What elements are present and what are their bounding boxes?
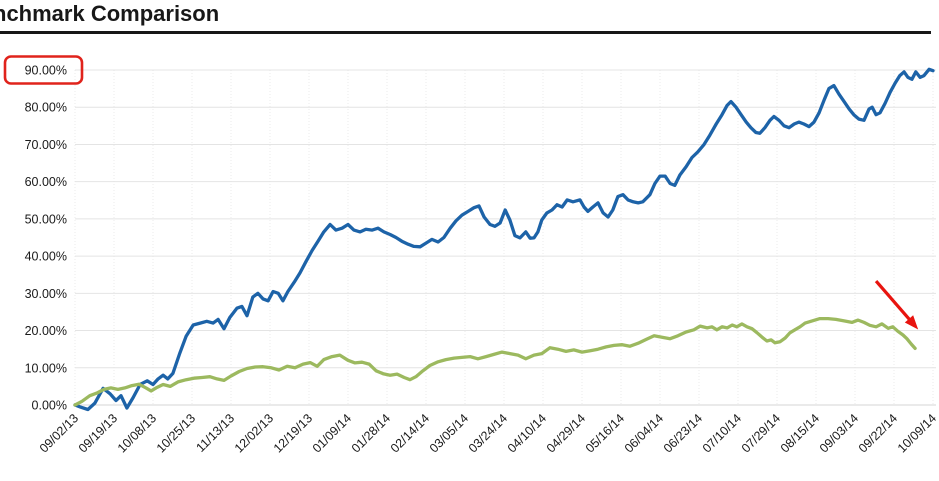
x-axis-tick-label: 02/14/14	[388, 411, 432, 455]
y-axis-tick-label: 90.00%	[25, 64, 67, 78]
annotation-arrow-shaft	[874, 279, 912, 322]
x-axis-tick-label: 09/03/14	[817, 411, 861, 455]
x-axis-tick-label: 05/16/14	[583, 411, 627, 455]
y-axis-tick-label: 50.00%	[25, 212, 67, 226]
x-axis-tick-label: 09/19/13	[76, 411, 120, 455]
y-axis-tick-label: 40.00%	[25, 250, 67, 264]
x-axis-tick-label: 10/25/13	[154, 411, 198, 455]
y-axis-tick-label: 0.00%	[32, 399, 67, 413]
y-axis-tick-label: 30.00%	[25, 287, 67, 301]
page-title: nchmark Comparison	[0, 1, 220, 26]
y-axis-tick-label: 80.00%	[25, 101, 67, 115]
x-axis-tick-label: 08/15/14	[778, 411, 822, 455]
y-axis-highlight-box	[3, 55, 84, 85]
x-axis-tick-label: 10/09/14	[895, 411, 939, 455]
x-axis-tick-label: 06/04/14	[622, 411, 666, 455]
green-series-line	[73, 316, 917, 407]
x-axis-tick-label: 03/24/14	[466, 411, 510, 455]
y-axis-tick-label: 10.00%	[25, 361, 67, 375]
x-axis-tick-label: 07/10/14	[700, 411, 744, 455]
y-axis-tick-label: 70.00%	[25, 138, 67, 152]
title-underline	[0, 31, 931, 34]
x-axis-tick-label: 03/05/14	[427, 411, 471, 455]
x-axis-tick-label: 12/02/13	[232, 411, 276, 455]
x-axis-tick-label: 01/28/14	[349, 411, 393, 455]
x-axis-tick-label: 09/22/14	[856, 411, 900, 455]
x-axis-tick-label: 01/09/14	[310, 411, 354, 455]
x-axis-tick-label: 11/13/13	[193, 411, 237, 455]
x-axis-tick-label: 04/29/14	[544, 411, 588, 455]
x-axis-tick-label: 04/10/14	[505, 411, 549, 455]
x-axis-tick-label: 10/08/13	[115, 411, 159, 455]
x-axis-tick-label: 07/29/14	[739, 411, 783, 455]
y-axis-tick-label: 20.00%	[25, 324, 67, 338]
x-axis-tick-label: 06/23/14	[661, 411, 705, 455]
x-axis-tick-label: 12/19/13	[271, 411, 315, 455]
y-axis-tick-label: 60.00%	[25, 175, 67, 189]
x-axis-tick-label: 09/02/13	[37, 411, 81, 455]
annotation-arrow-head	[904, 315, 919, 330]
blue-series-line	[73, 67, 935, 412]
